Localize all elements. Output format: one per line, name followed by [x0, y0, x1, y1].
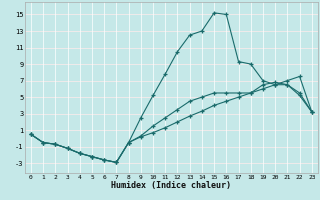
X-axis label: Humidex (Indice chaleur): Humidex (Indice chaleur)	[111, 181, 231, 190]
